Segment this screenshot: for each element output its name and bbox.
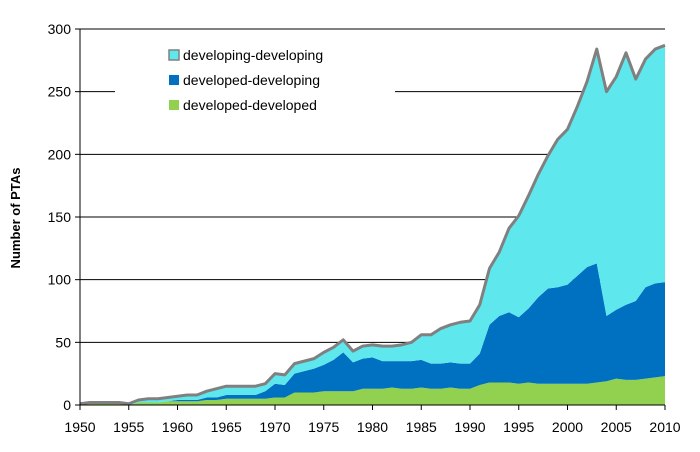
area-developed-developing [80,263,665,405]
tick-marks [75,28,666,410]
legend-label-developed-developed: developed-developed [183,97,317,113]
x-tick-label-1975: 1975 [308,419,339,435]
area-developed-developed [80,376,665,405]
total-outline-line [79,43,666,406]
area-developing-developing [80,45,665,405]
y-axis-label: Number of PTAs [8,168,23,269]
y-tick-label-100: 100 [48,272,72,288]
legend: developing-developing developed-developin… [115,40,395,116]
y-tick-label-250: 250 [48,84,72,100]
x-tick-labels: 1950 1955 1960 1965 1970 1975 1980 1985 1990 1995… [64,419,680,435]
y-tick-label-150: 150 [48,209,72,225]
y-tick-label-300: 300 [48,21,72,37]
area-series [79,43,666,406]
legend-background [115,40,395,116]
legend-label-developed-developing: developed-developing [183,72,320,88]
legend-swatch-developed-developing [169,75,179,85]
x-tick-label-1960: 1960 [162,419,193,435]
y-tick-label-0: 0 [63,397,71,413]
x-tick-label-1995: 1995 [503,419,534,435]
x-tick-label-1965: 1965 [211,419,242,435]
y-tick-labels: 0 50 100 150 200 250 300 [48,21,72,413]
legend-swatch-developing-developing [168,49,180,61]
y-tick-label-50: 50 [55,334,71,350]
x-tick-label-1985: 1985 [406,419,437,435]
legend-swatch-developed-developed [169,100,179,110]
y-tick-label-200: 200 [48,146,72,162]
x-tick-label-2010: 2010 [649,419,680,435]
x-tick-label-2005: 2005 [601,419,632,435]
x-tick-label-1990: 1990 [454,419,485,435]
x-tick-label-1980: 1980 [357,419,388,435]
x-tick-label-1955: 1955 [113,419,144,435]
x-tick-label-2000: 2000 [552,419,583,435]
x-tick-label-1950: 1950 [64,419,95,435]
legend-label-developing-developing: developing-developing [183,47,323,63]
x-tick-label-1970: 1970 [259,419,290,435]
